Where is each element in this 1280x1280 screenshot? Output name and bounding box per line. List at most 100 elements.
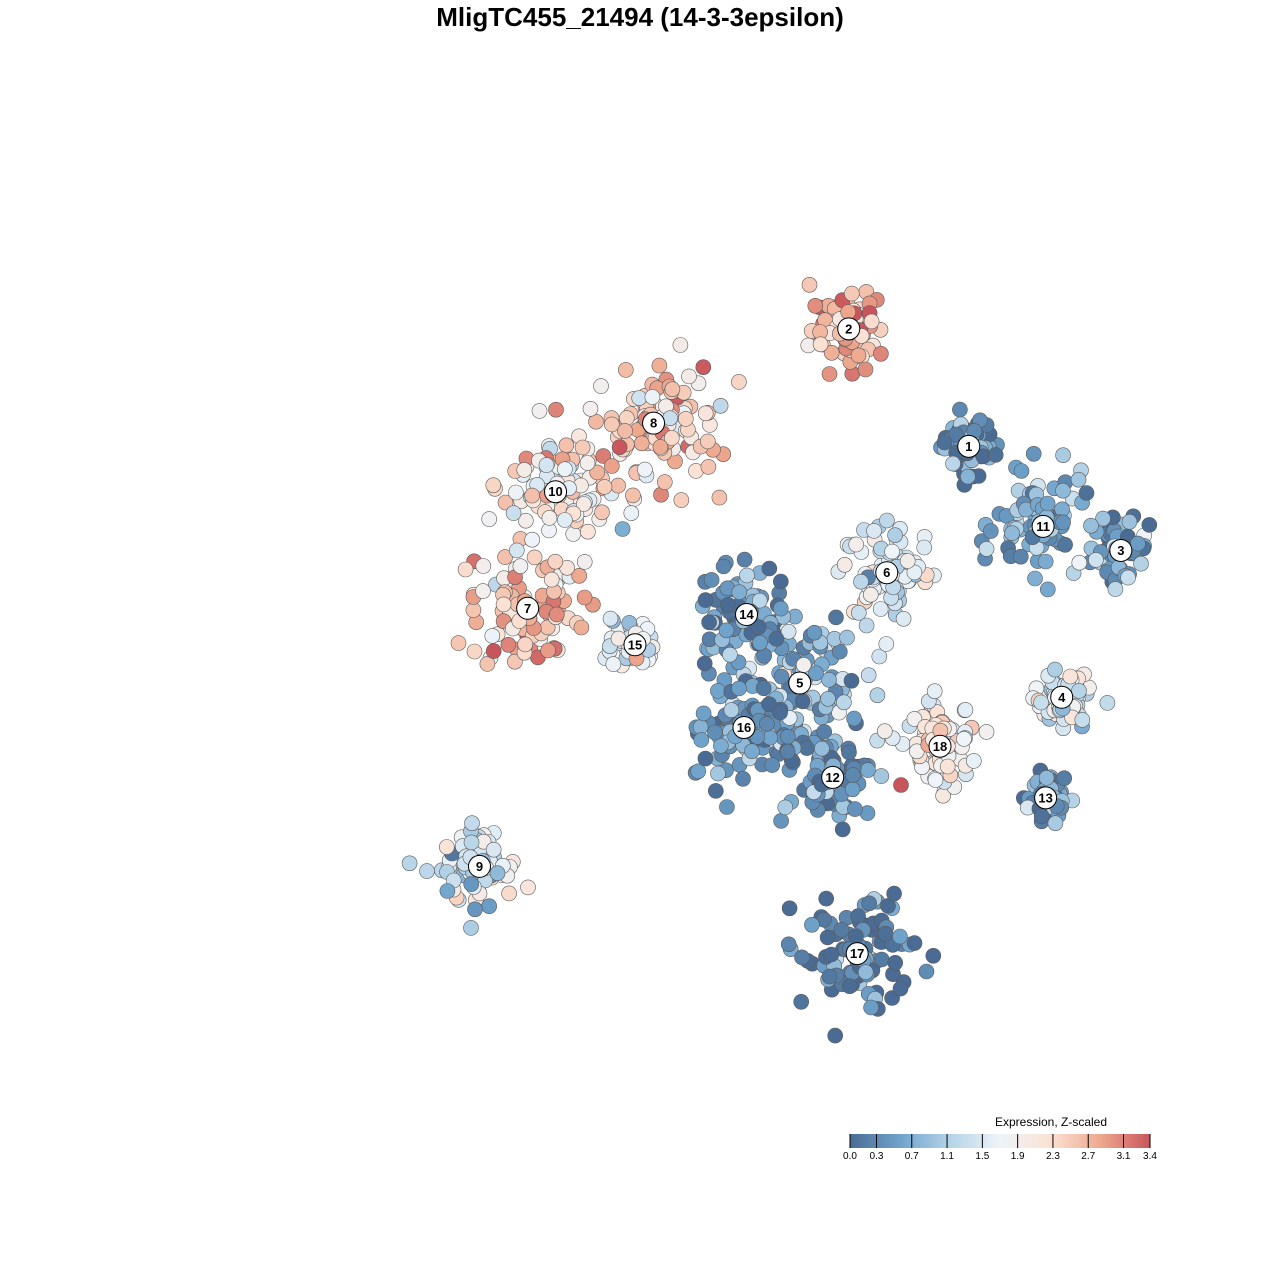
cell-point xyxy=(1133,555,1149,572)
cell-point xyxy=(780,623,797,640)
legend-tick-label: 0.3 xyxy=(870,1151,884,1162)
cell-point xyxy=(614,521,631,537)
cell-point xyxy=(945,455,961,472)
cell-point xyxy=(818,890,835,907)
cell-point xyxy=(768,631,785,647)
cell-point xyxy=(892,980,909,997)
cluster-label-badge xyxy=(1031,514,1055,538)
legend-ticks: 0.0 0.3 0.7 1.1 1.5 1.9 2.3 2.7 3.1 3.4 xyxy=(843,1134,1157,1162)
cell-point xyxy=(603,458,620,474)
cell-point xyxy=(1107,581,1124,597)
cell-point xyxy=(1070,471,1087,488)
cell-point xyxy=(863,313,880,330)
cell-point xyxy=(495,596,512,613)
cell-point xyxy=(850,908,866,924)
cell-point xyxy=(505,505,522,521)
cluster-label-badge xyxy=(837,317,861,341)
cell-point xyxy=(843,672,860,689)
cell-point xyxy=(764,757,781,773)
cell-point xyxy=(571,567,588,584)
cell-point xyxy=(690,763,707,780)
cell-point xyxy=(978,724,995,740)
cell-point xyxy=(947,426,964,443)
cluster-label-text: 17 xyxy=(850,946,864,961)
cell-point xyxy=(540,642,556,659)
cell-point xyxy=(520,879,536,896)
cell-point xyxy=(672,337,689,353)
cell-point xyxy=(823,344,840,361)
cluster-label-text: 11 xyxy=(1036,519,1050,534)
cell-point xyxy=(489,865,506,882)
cluster-label-text: 16 xyxy=(737,720,751,735)
cell-point xyxy=(936,434,953,451)
cell-point xyxy=(602,610,619,627)
cell-point xyxy=(887,527,903,544)
cell-point xyxy=(1040,581,1056,598)
cell-point xyxy=(793,993,810,1010)
cell-point xyxy=(906,711,923,727)
cluster-label-badge xyxy=(957,434,981,458)
cell-point xyxy=(807,297,824,314)
cell-point xyxy=(481,511,498,527)
cell-point xyxy=(755,680,772,697)
cell-point xyxy=(697,750,714,767)
cluster-label-7: 7 xyxy=(516,596,540,620)
cell-point xyxy=(773,668,790,685)
cluster-label-badge xyxy=(788,671,812,695)
cluster-label-8: 8 xyxy=(642,411,666,435)
cell-point xyxy=(828,609,844,626)
cell-point xyxy=(512,558,529,575)
cell-point xyxy=(801,276,818,293)
cell-point xyxy=(1062,668,1079,685)
cluster-label-badge xyxy=(845,942,869,966)
cell-point xyxy=(853,573,869,590)
cell-point xyxy=(806,624,823,641)
cluster-label-text: 13 xyxy=(1038,790,1052,805)
cell-point xyxy=(652,439,669,455)
cluster-label-12: 12 xyxy=(821,765,845,789)
cell-point xyxy=(965,753,982,769)
cell-point xyxy=(808,665,824,682)
cell-point xyxy=(1039,495,1056,512)
cell-point xyxy=(759,716,775,732)
color-legend: Expression, Z-scaled 0.0 0.3 0.7 1.1 1.5 1.9 2… xyxy=(843,1115,1157,1162)
cell-point xyxy=(1074,712,1091,728)
cell-point xyxy=(538,457,555,473)
cell-point xyxy=(681,368,697,385)
cell-point xyxy=(723,702,740,718)
cell-point xyxy=(744,743,760,760)
cell-point xyxy=(884,543,900,560)
cluster-label-badge xyxy=(735,603,759,627)
cell-point xyxy=(895,610,912,627)
cell-point xyxy=(517,512,534,529)
cell-point xyxy=(579,455,596,471)
cell-point xyxy=(886,885,902,902)
cell-point xyxy=(1013,463,1030,479)
cell-point xyxy=(507,653,523,670)
cell-point xyxy=(611,439,628,456)
cell-point xyxy=(1057,536,1073,553)
cell-point xyxy=(710,765,726,782)
cell-point xyxy=(633,435,650,452)
cell-point xyxy=(617,423,633,439)
cell-point xyxy=(860,667,877,684)
cell-point xyxy=(484,628,501,644)
cell-point xyxy=(557,461,573,478)
cluster-label-badge xyxy=(1034,786,1058,810)
cell-point xyxy=(1120,569,1136,586)
cell-point xyxy=(848,928,864,945)
cell-point xyxy=(918,963,935,980)
cell-point xyxy=(575,496,592,512)
cell-point xyxy=(812,336,829,353)
cell-point xyxy=(485,477,502,494)
cell-point xyxy=(1055,514,1071,531)
cell-point xyxy=(617,362,634,378)
cell-point xyxy=(821,366,838,382)
cell-point xyxy=(772,573,789,590)
cell-point xyxy=(1055,447,1071,464)
cell-point xyxy=(840,304,857,320)
legend-tick-label: 0.7 xyxy=(905,1151,919,1162)
cell-point xyxy=(573,619,590,636)
